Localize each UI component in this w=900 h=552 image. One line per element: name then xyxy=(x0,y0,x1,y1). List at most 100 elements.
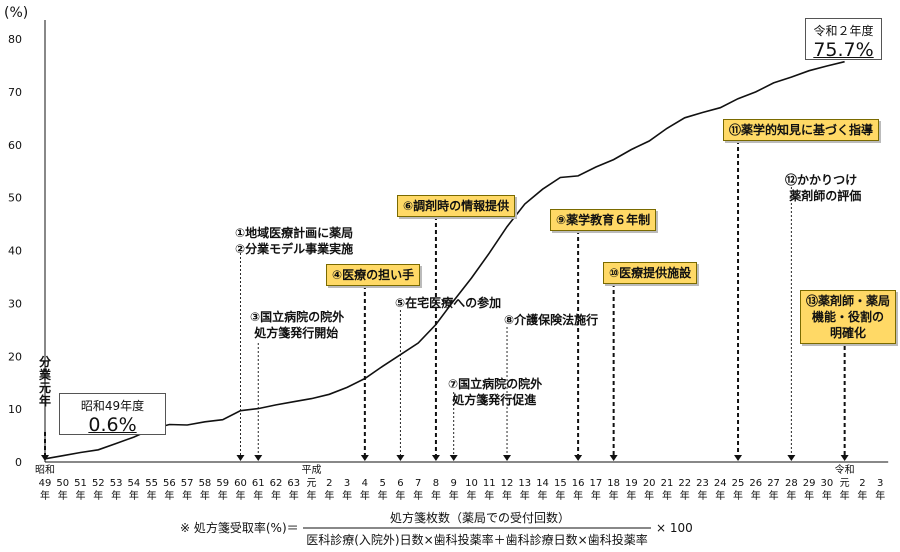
formula-suffix: × 100 xyxy=(656,521,693,535)
event-marker-arrowhead xyxy=(609,455,618,461)
y-tick-label: 60 xyxy=(8,139,22,152)
y-tick-label: 70 xyxy=(8,86,22,99)
event-marker-arrowhead xyxy=(734,455,743,461)
annotation-7: ⑦国立病院の院外 処方箋発行促進 xyxy=(448,376,542,408)
x-tick-label: 12 年 xyxy=(501,478,514,502)
x-tick-label: 21 年 xyxy=(661,478,674,502)
x-tick-label: 27 年 xyxy=(767,478,780,502)
x-tick-label: 22 年 xyxy=(678,478,691,502)
x-tick-label: 28 年 xyxy=(785,478,798,502)
y-tick-label: 0 xyxy=(15,456,22,469)
x-tick-label: 29 年 xyxy=(803,478,816,502)
x-tick-label: 63 年 xyxy=(287,478,300,502)
series-line xyxy=(44,60,845,460)
annotation-line: 機能・役割の xyxy=(812,310,885,324)
annotation-line: 分 xyxy=(39,355,52,369)
x-tick-label: 14 年 xyxy=(536,478,549,502)
event-marker-arrowhead xyxy=(503,455,512,461)
event-marker-arrowhead xyxy=(360,455,369,461)
x-tick-label: 17 年 xyxy=(590,478,603,502)
x-tick-label: 60 年 xyxy=(234,478,247,502)
annotation-13: ⑬薬剤師・薬局 機能・役割の 明確化 xyxy=(800,290,897,344)
latest-value-box: 令和２年度 75.7% xyxy=(805,18,882,61)
annotation-line: ⑬薬剤師・薬局 xyxy=(806,294,891,308)
x-tick-label: 23 年 xyxy=(696,478,709,502)
y-axis-unit: (%) xyxy=(4,5,28,21)
x-tick-label: 令和元年 xyxy=(835,463,855,502)
x-tick-label: 11 年 xyxy=(483,478,496,502)
annotation-line: 業 xyxy=(39,368,52,382)
x-tick-label: 54 年 xyxy=(127,478,140,502)
start-value: 0.6% xyxy=(88,414,137,436)
annotation-8: ⑧介護保険法施行 xyxy=(504,313,599,327)
annotation-line: ②分業モデル事業実施 xyxy=(235,242,354,256)
y-tick-label: 50 xyxy=(8,192,22,205)
x-tick-label: 30 年 xyxy=(821,478,834,502)
annotation-12: ⑫かかりつけ 薬剤師の評価 xyxy=(785,172,861,204)
annotation-5: ⑤在宅医療への参加 xyxy=(395,296,502,310)
event-marker-arrowhead xyxy=(396,455,405,461)
event-marker-arrowhead xyxy=(574,455,583,461)
annotation-1-2: ①地域医療計画に薬局 ②分業モデル事業実施 xyxy=(235,225,353,257)
formula-numerator: 処方箋枚数（薬局での受付回数） xyxy=(390,510,570,525)
annotation-line: ①地域医療計画に薬局 xyxy=(235,226,354,240)
annotation-line: ③国立病院の院外 xyxy=(250,310,345,324)
start-value-box: 昭和49年度 0.6% xyxy=(59,393,166,436)
x-tick-label: 25 年 xyxy=(732,478,745,502)
formula: ※ 処方箋受取率(%)＝ 処方箋枚数（薬局での受付回数） 医科診療(入院外)日数… xyxy=(180,510,693,547)
series-lines xyxy=(44,60,845,460)
y-tick-label: 10 xyxy=(8,403,22,416)
annotation-line: 元 xyxy=(39,381,52,395)
x-tick-label: 62 年 xyxy=(270,478,283,502)
x-tick-label: 57 年 xyxy=(181,478,194,502)
y-tick-label: 30 xyxy=(8,297,22,310)
x-tick-label: 10 年 xyxy=(465,478,478,502)
x-tick-label: 55 年 xyxy=(145,478,158,502)
event-marker-arrowhead xyxy=(236,455,245,461)
x-tick-label: 18 年 xyxy=(607,478,620,502)
y-tick-label: 80 xyxy=(8,33,22,46)
annotation-line: 処方箋発行促進 xyxy=(452,393,537,407)
axis-ticks: 0 10 20 30 40 50 60 70 80 昭和 49 年50 年 51 年 52 年 53 年 54 年 55 年… xyxy=(8,33,885,502)
x-tick-label: 13 年 xyxy=(518,478,531,502)
x-tick-label: 53 年 xyxy=(110,478,123,502)
x-tick-label: 16 年 xyxy=(572,478,585,502)
event-marker-arrowhead xyxy=(840,455,849,461)
annotation-4: ④医療の担い手 xyxy=(326,264,421,286)
x-tick-label: 50 年 xyxy=(56,478,69,502)
y-tick-label: 20 xyxy=(8,350,22,363)
x-tick-label: 平成元年 xyxy=(302,464,322,502)
event-marker-arrowhead xyxy=(787,455,796,461)
event-marker-arrowhead xyxy=(449,455,458,461)
annotation-9: ⑨薬学教育６年制 xyxy=(550,209,657,231)
annotation-line: 処方箋発行開始 xyxy=(254,326,339,340)
event-markers xyxy=(41,140,849,461)
latest-value: 75.7% xyxy=(813,39,874,61)
axes xyxy=(44,20,889,463)
annotation-line: ⑦国立病院の院外 xyxy=(448,377,543,391)
latest-year-label: 令和２年度 xyxy=(813,24,874,38)
x-tick-label: 20 年 xyxy=(643,478,656,502)
formula-prefix: ※ 処方箋受取率(%)＝ xyxy=(180,520,299,535)
start-year-label: 昭和49年度 xyxy=(80,399,145,413)
annotation-line: ⑫かかりつけ xyxy=(785,173,858,187)
formula-denominator: 医科診療(入院外)日数×歯科投薬率＋歯科診療日数×歯科投薬率 xyxy=(306,532,647,547)
x-tick-label: 51 年 xyxy=(74,478,87,502)
x-tick-label: 19 年 xyxy=(625,478,638,502)
annotation-line: 明確化 xyxy=(830,326,867,340)
x-tick-label: 59 年 xyxy=(216,478,229,502)
x-tick-label: 58 年 xyxy=(199,478,212,502)
x-tick-label: 52 年 xyxy=(92,478,105,502)
annotation-line: 薬剤師の評価 xyxy=(789,189,862,203)
x-tick-label: 24 年 xyxy=(714,478,727,502)
